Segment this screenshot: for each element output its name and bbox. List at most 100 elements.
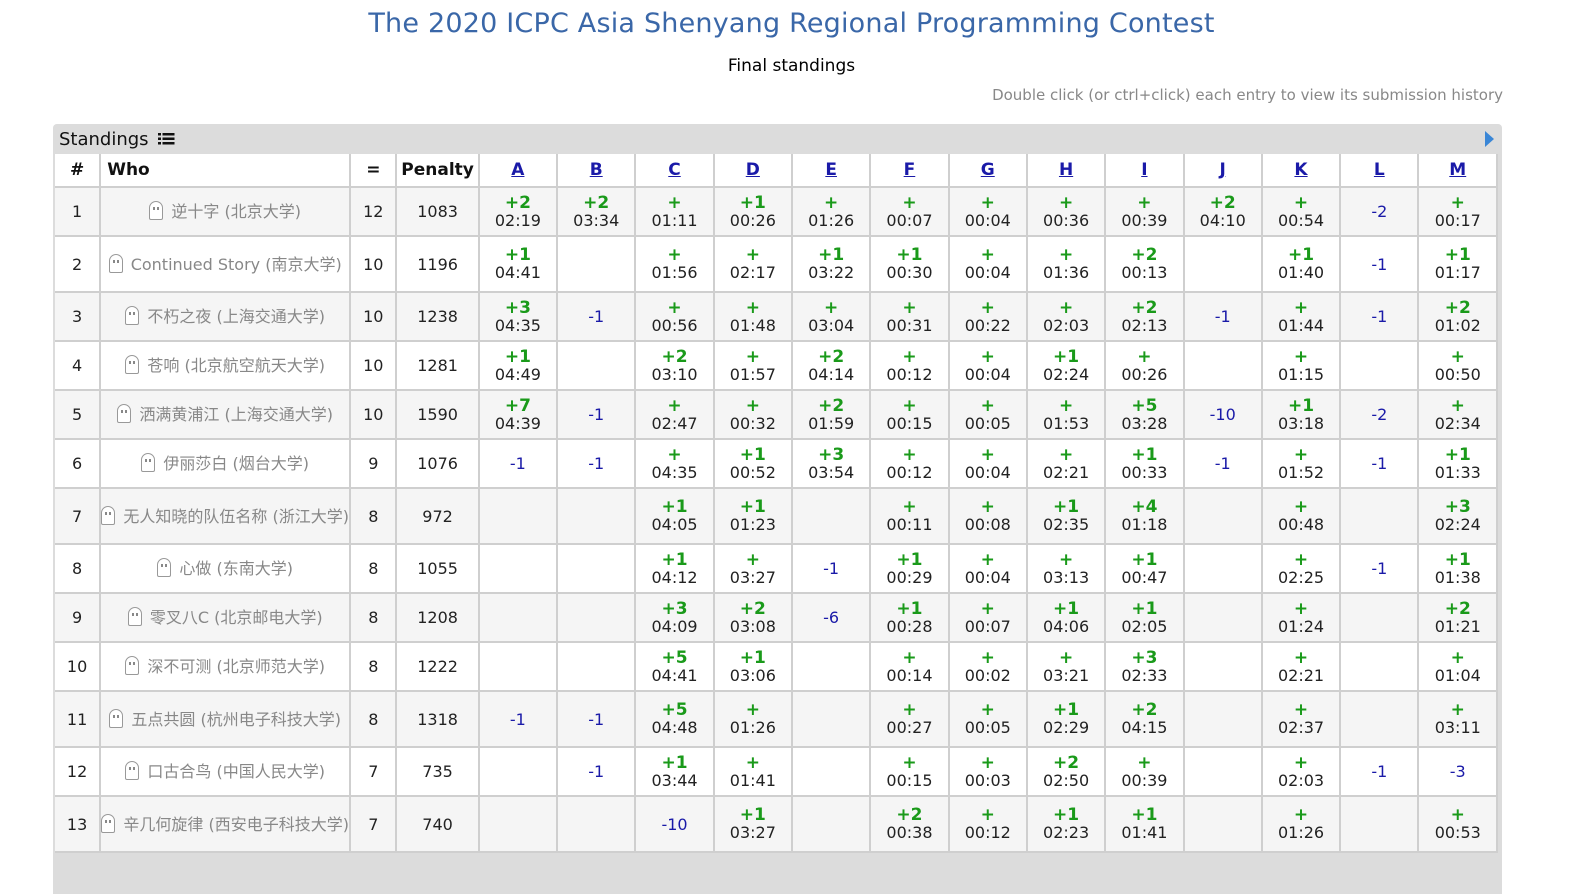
problem-cell-f[interactable]: +1 00:30	[871, 237, 950, 293]
problem-cell-l[interactable]: -2	[1341, 391, 1420, 440]
problem-cell-j[interactable]	[1184, 643, 1263, 692]
problem-cell-h[interactable]: +1 02:23	[1027, 797, 1107, 853]
problem-link-k[interactable]: K	[1294, 160, 1308, 180]
problem-cell-j[interactable]: -10	[1184, 391, 1263, 440]
problem-cell-b[interactable]	[558, 643, 637, 692]
problem-cell-c[interactable]: +1 03:44	[636, 748, 715, 797]
problem-link-b[interactable]: B	[589, 160, 603, 180]
problem-cell-e[interactable]: +2 04:14	[792, 342, 872, 391]
problem-cell-i[interactable]: +1 02:05	[1106, 594, 1185, 643]
table-row[interactable]: 11 五点共圆 (杭州电子科技大学) 8 1318 -1 -1 +5 04:48 +01:26 +…	[55, 692, 1498, 748]
problem-cell-g[interactable]: +00:05	[949, 692, 1028, 748]
problem-cell-d[interactable]: +01:26	[714, 692, 793, 748]
problem-cell-e[interactable]	[792, 643, 872, 692]
problem-cell-e[interactable]: +2 01:59	[792, 391, 872, 440]
problem-cell-b[interactable]	[558, 237, 637, 293]
problem-cell-l[interactable]: -1	[1341, 545, 1420, 594]
problem-cell-d[interactable]: +03:27	[714, 545, 793, 594]
problem-cell-g[interactable]: +00:04	[949, 440, 1028, 489]
problem-cell-m[interactable]: +00:53	[1419, 797, 1498, 853]
problem-cell-j[interactable]	[1184, 342, 1263, 391]
problem-cell-e[interactable]: +03:04	[792, 293, 872, 342]
problem-cell-c[interactable]: +01:56	[636, 237, 715, 293]
problem-cell-m[interactable]: +1 01:33	[1419, 440, 1498, 489]
problem-cell-i[interactable]: +2 04:15	[1106, 692, 1185, 748]
table-row[interactable]: 3 不朽之夜 (上海交通大学) 10 1238 +3 04:35 -1 +00:56 +01:4…	[55, 293, 1498, 342]
problem-cell-h[interactable]: +01:53	[1027, 391, 1107, 440]
problem-cell-e[interactable]	[792, 797, 872, 853]
problem-cell-i[interactable]: +5 03:28	[1106, 391, 1185, 440]
problem-cell-f[interactable]: +00:15	[871, 391, 950, 440]
problem-cell-g[interactable]: +00:07	[949, 594, 1028, 643]
problem-link-j[interactable]: J	[1219, 160, 1226, 180]
problem-link-f[interactable]: F	[903, 160, 916, 180]
problem-cell-k[interactable]: +00:48	[1262, 489, 1342, 545]
table-row[interactable]: 4 苍响 (北京航空航天大学) 10 1281 +1 04:49 +2 03:10 +01:57…	[55, 342, 1498, 391]
problem-cell-i[interactable]: +2 02:13	[1106, 293, 1185, 342]
problem-cell-h[interactable]: +02:21	[1027, 440, 1107, 489]
problem-cell-j[interactable]: +2 04:10	[1184, 188, 1263, 237]
problem-cell-f[interactable]: +00:31	[871, 293, 950, 342]
problem-cell-d[interactable]: +02:17	[714, 237, 793, 293]
problem-cell-i[interactable]: +00:26	[1106, 342, 1185, 391]
problem-cell-l[interactable]	[1341, 489, 1420, 545]
team-cell[interactable]: 五点共圆 (杭州电子科技大学)	[101, 692, 352, 748]
problem-cell-g[interactable]: +00:12	[949, 797, 1028, 853]
problem-cell-c[interactable]: +1 04:12	[636, 545, 715, 594]
problem-cell-l[interactable]	[1341, 643, 1420, 692]
problem-cell-l[interactable]: -1	[1341, 748, 1420, 797]
problem-cell-i[interactable]: +3 02:33	[1106, 643, 1185, 692]
problem-cell-k[interactable]: +01:52	[1262, 440, 1342, 489]
problem-cell-b[interactable]: -1	[558, 692, 637, 748]
problem-cell-j[interactable]	[1184, 489, 1263, 545]
problem-cell-m[interactable]: +00:50	[1419, 342, 1498, 391]
problem-cell-k[interactable]: +02:21	[1262, 643, 1342, 692]
problem-cell-i[interactable]: +2 00:13	[1106, 237, 1185, 293]
problem-cell-b[interactable]	[558, 342, 637, 391]
problem-cell-b[interactable]: -1	[558, 293, 637, 342]
problem-cell-d[interactable]: +1 01:23	[714, 489, 793, 545]
problem-cell-m[interactable]: +01:04	[1419, 643, 1498, 692]
problem-cell-a[interactable]: +2 02:19	[479, 188, 559, 237]
problem-cell-d[interactable]: +1 03:27	[714, 797, 793, 853]
table-row[interactable]: 12 口古合鸟 (中国人民大学) 7 735 -1 +1 03:44 +01:41 +00:15…	[55, 748, 1498, 797]
problem-cell-i[interactable]: +4 01:18	[1106, 489, 1185, 545]
problem-cell-i[interactable]: +00:39	[1106, 188, 1185, 237]
team-cell[interactable]: 零叉八C (北京邮电大学)	[101, 594, 352, 643]
problem-cell-g[interactable]: +00:04	[949, 545, 1028, 594]
table-row[interactable]: 1 逆十字 (北京大学) 12 1083 +2 02:19 +2 03:34 +01:11 +1 0…	[55, 188, 1498, 237]
team-cell[interactable]: 洒满黄浦江 (上海交通大学)	[101, 391, 352, 440]
problem-cell-c[interactable]: +2 03:10	[636, 342, 715, 391]
problem-cell-h[interactable]: +03:21	[1027, 643, 1107, 692]
problem-cell-e[interactable]: +3 03:54	[792, 440, 872, 489]
problem-cell-d[interactable]: +1 03:06	[714, 643, 793, 692]
problem-cell-j[interactable]: -1	[1184, 293, 1263, 342]
problem-cell-a[interactable]: +1 04:41	[479, 237, 559, 293]
problem-cell-g[interactable]: +00:04	[949, 342, 1028, 391]
problem-cell-j[interactable]	[1184, 237, 1263, 293]
problem-cell-l[interactable]: -1	[1341, 293, 1420, 342]
problem-cell-d[interactable]: +1 00:52	[714, 440, 793, 489]
problem-cell-e[interactable]	[792, 748, 872, 797]
problem-link-h[interactable]: H	[1058, 160, 1074, 180]
problem-cell-c[interactable]: +01:11	[636, 188, 715, 237]
problem-cell-f[interactable]: +00:07	[871, 188, 950, 237]
problem-cell-j[interactable]: -1	[1184, 440, 1263, 489]
problem-cell-a[interactable]: +1 04:49	[479, 342, 559, 391]
problem-cell-b[interactable]	[558, 545, 637, 594]
problem-cell-l[interactable]: -2	[1341, 188, 1420, 237]
problem-cell-g[interactable]: +00:08	[949, 489, 1028, 545]
problem-cell-m[interactable]: +2 01:02	[1419, 293, 1498, 342]
problem-cell-i[interactable]: +1 00:47	[1106, 545, 1185, 594]
problem-cell-f[interactable]: +00:14	[871, 643, 950, 692]
problem-cell-a[interactable]: -1	[479, 692, 559, 748]
problem-cell-h[interactable]: +1 02:24	[1027, 342, 1107, 391]
table-row[interactable]: 7 无人知晓的队伍名称 (浙江大学) 8 972 +1 04:05 +1 01:23 +00:1…	[55, 489, 1498, 545]
problem-cell-f[interactable]: +1 00:29	[871, 545, 950, 594]
problem-cell-g[interactable]: +00:05	[949, 391, 1028, 440]
team-cell[interactable]: 逆十字 (北京大学)	[101, 188, 352, 237]
problem-cell-m[interactable]: +00:17	[1419, 188, 1498, 237]
table-row[interactable]: 6 伊丽莎白 (烟台大学) 9 1076 -1 -1 +04:35 +1 00:52 +3 03:5…	[55, 440, 1498, 489]
problem-cell-j[interactable]	[1184, 692, 1263, 748]
problem-cell-k[interactable]: +02:25	[1262, 545, 1342, 594]
